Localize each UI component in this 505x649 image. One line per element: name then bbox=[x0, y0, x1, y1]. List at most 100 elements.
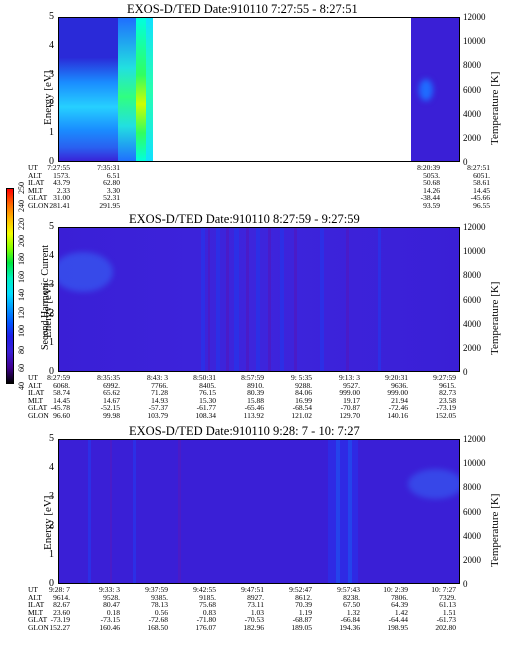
y2-tick-label: 10000 bbox=[463, 458, 486, 469]
ephemeris-value: 1.03 bbox=[250, 607, 264, 617]
ephemeris-value: 70.39 bbox=[295, 600, 312, 610]
ephemeris-value: -72.68 bbox=[148, 615, 168, 625]
ephemeris-value: 5053. bbox=[423, 170, 440, 180]
ephemeris-value: 152.05 bbox=[435, 410, 456, 420]
ephemeris-value: 9636. bbox=[391, 380, 408, 390]
ephemeris-value: 9385. bbox=[151, 592, 168, 602]
ephemeris-value: 1573. bbox=[53, 170, 70, 180]
colorbar-tick: 180 bbox=[17, 253, 26, 266]
ephemeris-value: 14.67 bbox=[103, 395, 120, 405]
colorbar-tick: 80 bbox=[17, 346, 26, 355]
ephemeris-value: 0.83 bbox=[202, 607, 216, 617]
ephemeris-value: 9615. bbox=[439, 380, 456, 390]
y-tick-label: 5 bbox=[49, 433, 54, 444]
ephemeris-value: 50.68 bbox=[423, 178, 440, 188]
panel-2-y2label: Temperature [K] bbox=[489, 281, 501, 355]
ephemeris-value: 23.60 bbox=[53, 607, 70, 617]
ephemeris-label: GLON bbox=[28, 200, 49, 210]
y-tick-label: 3 bbox=[49, 491, 54, 502]
y2-tick-label: 4000 bbox=[463, 530, 481, 541]
ephemeris-value: 9:28: 7 bbox=[48, 585, 70, 594]
ephemeris-value: 9528. bbox=[103, 592, 120, 602]
ephemeris-value: 9:37:59 bbox=[145, 585, 168, 594]
ephemeris-value: -65.46 bbox=[244, 403, 264, 413]
ephemeris-value: 0.56 bbox=[154, 607, 168, 617]
ephemeris-label: MLT bbox=[28, 607, 44, 617]
colorbar-tick: 100 bbox=[17, 324, 26, 337]
ephemeris-value: 8238. bbox=[343, 592, 360, 602]
y-tick-label: 0 bbox=[49, 366, 54, 377]
ephemeris-value: 52.31 bbox=[103, 193, 120, 203]
panel-2-ylabel: Energy [eV] bbox=[42, 283, 54, 338]
ephemeris-value: 9:27:59 bbox=[433, 373, 456, 382]
y-tick-label: 1 bbox=[49, 337, 54, 348]
colorbar-tick: 140 bbox=[17, 288, 26, 301]
ephemeris-value: -45.66 bbox=[470, 193, 490, 203]
ephemeris-value: 176.07 bbox=[195, 622, 216, 632]
ephemeris-value: 7766. bbox=[151, 380, 168, 390]
ephemeris-value: 96.60 bbox=[53, 410, 70, 420]
ephemeris-value: 62.80 bbox=[103, 178, 120, 188]
ephemeris-value: 189.05 bbox=[291, 622, 312, 632]
ephemeris-value: 14.26 bbox=[423, 185, 440, 195]
ephemeris-value: 9:20:31 bbox=[385, 373, 408, 382]
ephemeris-value: 9:47:51 bbox=[241, 585, 264, 594]
ephemeris-value: 96.55 bbox=[473, 200, 490, 210]
ephemeris-value: 1.19 bbox=[298, 607, 312, 617]
ephemeris-value: 2.33 bbox=[56, 185, 70, 195]
ephemeris-value: 1.51 bbox=[442, 607, 456, 617]
ephemeris-value: 8:27:51 bbox=[467, 163, 490, 172]
ephemeris-value: 78.13 bbox=[151, 600, 168, 610]
y-tick-label: 0 bbox=[49, 578, 54, 589]
panel-1-title: EXOS-D/TED Date:910110 7:27:55 - 8:27:51 bbox=[127, 2, 358, 16]
ephemeris-label: UT bbox=[28, 163, 38, 172]
ephemeris-label: ILAT bbox=[28, 178, 45, 188]
y-tick-label: 1 bbox=[49, 549, 54, 560]
colorbar bbox=[6, 188, 14, 384]
ephemeris-label: GLAT bbox=[28, 403, 48, 413]
ephemeris-value: 9288. bbox=[295, 380, 312, 390]
ephemeris-value: 14.45 bbox=[53, 395, 70, 405]
ephemeris-value: -38.44 bbox=[420, 193, 440, 203]
ephemeris-value: -57.37 bbox=[148, 403, 168, 413]
ephemeris-value: 64.39 bbox=[391, 600, 408, 610]
y-tick-label: 0 bbox=[49, 156, 54, 167]
y2-tick-label: 10000 bbox=[463, 36, 486, 47]
ephemeris-value: -73.15 bbox=[100, 615, 120, 625]
ephemeris-value: 9: 5:35 bbox=[290, 373, 312, 382]
panel-3-y2label: Temperature [K] bbox=[489, 493, 501, 567]
ephemeris-value: 8:43: 3 bbox=[146, 373, 168, 382]
y2-tick-label: 4000 bbox=[463, 108, 481, 119]
y2-tick-label: 8000 bbox=[463, 60, 481, 71]
ephemeris-value: 71.28 bbox=[151, 388, 168, 398]
ephemeris-value: 82.67 bbox=[53, 600, 70, 610]
ephemeris-label: ALT bbox=[28, 592, 42, 602]
ephemeris-value: 8:35:35 bbox=[97, 373, 120, 382]
ephemeris-value: 6068. bbox=[53, 380, 70, 390]
ephemeris-value: 140.16 bbox=[387, 410, 408, 420]
ephemeris-value: 9:13: 3 bbox=[338, 373, 360, 382]
y-tick-label: 4 bbox=[49, 250, 54, 261]
ephemeris-value: 73.11 bbox=[247, 600, 264, 610]
colorbar-tick: 160 bbox=[17, 271, 26, 284]
y-tick-label: 2 bbox=[49, 520, 54, 531]
ephemeris-value: 65.62 bbox=[103, 388, 120, 398]
ephemeris-value: -66.84 bbox=[340, 615, 360, 625]
ephemeris-value: 291.95 bbox=[99, 200, 120, 210]
y2-tick-label: 10000 bbox=[463, 246, 486, 257]
ephemeris-value: 80.39 bbox=[247, 388, 264, 398]
y2-tick-label: 2000 bbox=[463, 554, 481, 565]
ephemeris-value: 19.17 bbox=[343, 395, 360, 405]
y-tick-label: 2 bbox=[49, 98, 54, 109]
ephemeris-value: -64.44 bbox=[388, 615, 408, 625]
colorbar-tick: 40 bbox=[17, 382, 26, 390]
ephemeris-label: GLON bbox=[28, 622, 49, 632]
ephemeris-value: -61.73 bbox=[436, 615, 456, 625]
y2-tick-label: 0 bbox=[463, 579, 468, 589]
ephemeris-label: GLON bbox=[28, 410, 49, 420]
ephemeris-value: 113.92 bbox=[243, 410, 264, 420]
ephemeris-value: 121.02 bbox=[291, 410, 312, 420]
ephemeris-value: 7:35:31 bbox=[97, 163, 120, 172]
ephemeris-value: 23.58 bbox=[439, 395, 456, 405]
ephemeris-value: 7806. bbox=[391, 592, 408, 602]
